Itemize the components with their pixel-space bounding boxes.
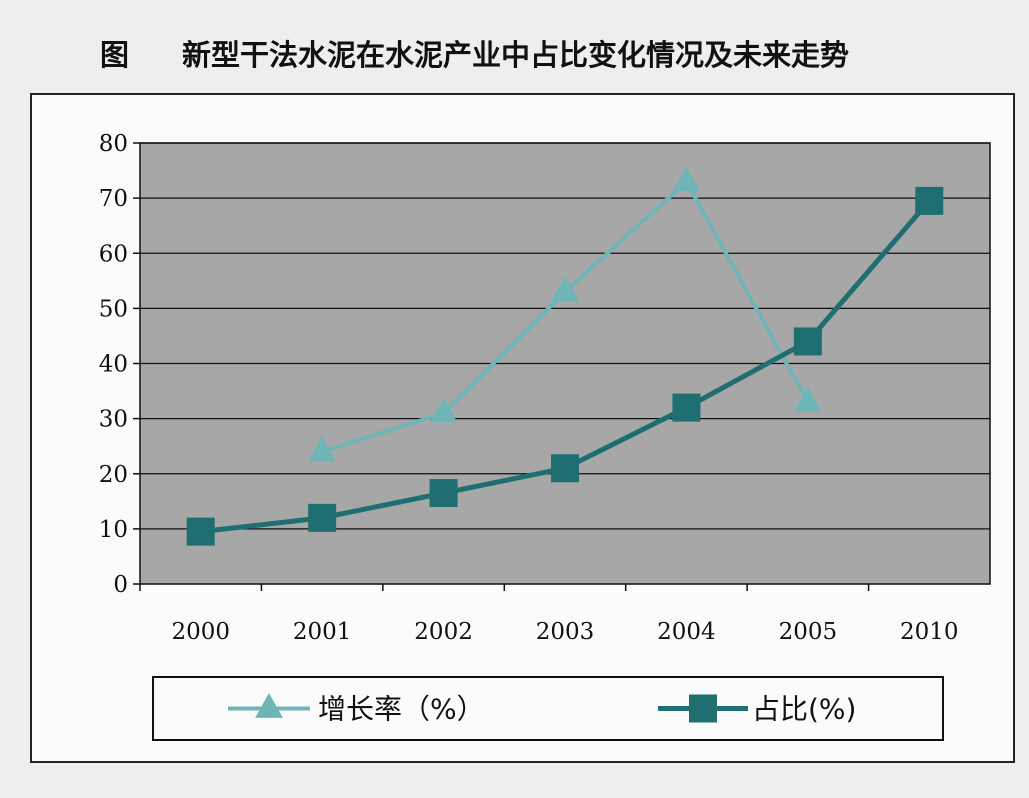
growth-rate-point (551, 276, 579, 302)
y-tick-label: 60 (99, 241, 128, 267)
x-tick-label: 2001 (293, 619, 352, 645)
legend-share-marker (689, 694, 717, 723)
y-tick-label: 10 (99, 517, 128, 543)
x-tick-label: 2005 (779, 619, 838, 645)
share-point (793, 327, 822, 356)
growth-rate-point (308, 436, 336, 462)
chart-title: 图 新型干法水泥在水泥产业中占比变化情况及未来走势 (100, 28, 1020, 78)
y-tick-label: 0 (113, 572, 128, 598)
title-text: 新型干法水泥在水泥产业中占比变化情况及未来走势 (182, 38, 850, 72)
x-tick-label: 2000 (171, 619, 230, 645)
x-tick-label: 2010 (900, 619, 959, 645)
figure-label: 图 (100, 38, 130, 72)
y-tick-label: 50 (99, 296, 128, 322)
legend-growth-marker (255, 692, 283, 718)
x-tick-label: 2004 (657, 619, 716, 645)
y-tick-label: 20 (99, 462, 128, 488)
share-point (186, 517, 215, 546)
share-point (429, 479, 458, 508)
y-tick-label: 40 (99, 352, 128, 378)
share-point (915, 186, 944, 215)
legend-share-label: 占比(%) (752, 693, 856, 726)
growth-rate-point (794, 386, 822, 412)
growth-rate-point (672, 166, 701, 191)
x-tick-label: 2002 (414, 619, 473, 645)
legend-growth-label: 增长率（%） (318, 693, 485, 726)
share-point (308, 503, 337, 532)
y-tick-label: 70 (99, 186, 128, 212)
share-point (551, 454, 579, 483)
x-tick-label: 2003 (536, 619, 595, 645)
growth-rate-point (429, 397, 458, 423)
y-tick-label: 80 (99, 131, 128, 157)
y-tick-label: 30 (99, 407, 128, 433)
share-point (672, 393, 701, 422)
